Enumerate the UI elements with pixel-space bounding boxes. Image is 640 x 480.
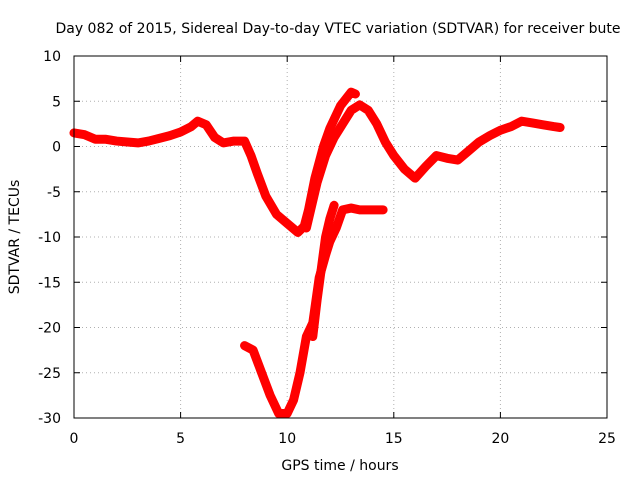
data-point bbox=[266, 391, 275, 400]
data-point bbox=[319, 158, 328, 167]
data-point bbox=[253, 357, 262, 366]
data-point bbox=[261, 380, 270, 389]
data-point bbox=[251, 351, 260, 360]
data-point bbox=[257, 368, 266, 377]
data-point bbox=[300, 344, 309, 353]
data-point bbox=[246, 151, 255, 160]
x-tick-label: 20 bbox=[491, 431, 509, 447]
data-point bbox=[255, 175, 264, 184]
x-tick-label: 10 bbox=[278, 431, 296, 447]
series-4 bbox=[308, 200, 339, 342]
data-point bbox=[293, 377, 302, 386]
series-line bbox=[308, 200, 339, 342]
data-point bbox=[330, 201, 339, 210]
data-point bbox=[259, 374, 268, 383]
y-tick-label: 10 bbox=[43, 49, 61, 65]
data-point bbox=[313, 178, 322, 187]
data-point bbox=[332, 110, 341, 119]
data-point bbox=[325, 214, 334, 223]
data-point bbox=[291, 386, 300, 395]
x-axis-label: GPS time / hours bbox=[281, 458, 398, 474]
data-point bbox=[304, 214, 313, 223]
x-tick-label: 0 bbox=[70, 431, 79, 447]
data-point bbox=[240, 137, 249, 146]
data-point bbox=[315, 171, 324, 180]
data-point bbox=[556, 123, 565, 132]
data-point bbox=[317, 264, 326, 273]
data-point bbox=[242, 141, 251, 150]
data-point bbox=[283, 409, 292, 418]
data-point bbox=[323, 147, 332, 156]
data-point bbox=[379, 205, 388, 214]
data-point bbox=[336, 211, 345, 220]
series-1 bbox=[69, 87, 360, 237]
data-point bbox=[272, 404, 281, 413]
data-point bbox=[321, 151, 330, 160]
series-layer bbox=[69, 87, 565, 418]
data-point bbox=[308, 196, 317, 205]
data-point bbox=[244, 146, 253, 155]
y-tick-label: 0 bbox=[52, 140, 61, 156]
data-point bbox=[319, 248, 328, 257]
data-point bbox=[259, 186, 268, 195]
data-point bbox=[287, 400, 296, 409]
data-point bbox=[249, 157, 258, 166]
data-point bbox=[372, 119, 381, 128]
data-point bbox=[321, 233, 330, 241]
y-tick-label: 5 bbox=[52, 94, 61, 110]
x-tick-label: 15 bbox=[385, 431, 403, 447]
y-tick-label: -30 bbox=[38, 411, 61, 427]
data-point bbox=[257, 180, 266, 189]
data-point bbox=[285, 404, 294, 413]
series-2 bbox=[301, 100, 565, 233]
data-point bbox=[255, 363, 264, 372]
data-point bbox=[289, 395, 298, 404]
data-point bbox=[310, 314, 319, 323]
data-point bbox=[332, 223, 341, 232]
data-point bbox=[327, 208, 336, 217]
tick-labels: 0 5 10 15 20 25 -30 -25 -20 -15 -10 -5 0 5 10 bbox=[38, 49, 616, 447]
y-tick-label: -10 bbox=[38, 230, 61, 246]
data-point bbox=[323, 223, 332, 232]
data-point bbox=[249, 346, 258, 355]
data-point bbox=[323, 130, 332, 139]
chart-title: Day 082 of 2015, Sidereal Day-to-day VTE… bbox=[55, 21, 620, 37]
data-point bbox=[315, 280, 324, 289]
data-point bbox=[270, 400, 279, 409]
x-tick-label: 25 bbox=[598, 431, 616, 447]
y-tick-label: -15 bbox=[38, 275, 61, 291]
data-point bbox=[334, 217, 343, 226]
y-tick-label: -20 bbox=[38, 321, 61, 337]
data-point bbox=[313, 296, 322, 305]
data-point bbox=[334, 106, 343, 115]
y-tick-label: -25 bbox=[38, 366, 61, 382]
data-point bbox=[306, 205, 315, 214]
data-point bbox=[330, 228, 339, 237]
grid bbox=[74, 56, 607, 418]
x-tick-label: 5 bbox=[176, 431, 185, 447]
data-point bbox=[298, 356, 307, 365]
data-point bbox=[264, 385, 273, 394]
data-point bbox=[251, 163, 260, 172]
data-point bbox=[374, 124, 383, 133]
data-point bbox=[327, 119, 336, 128]
plot-frame bbox=[73, 55, 608, 419]
data-point bbox=[310, 187, 319, 196]
data-point bbox=[379, 133, 388, 142]
data-point bbox=[302, 223, 311, 232]
data-point bbox=[325, 124, 334, 133]
y-tick-label: -5 bbox=[47, 185, 61, 201]
data-point bbox=[330, 115, 339, 124]
data-point bbox=[317, 165, 326, 174]
data-point bbox=[351, 90, 360, 99]
data-point bbox=[327, 137, 336, 146]
data-point bbox=[308, 332, 317, 341]
data-point bbox=[295, 368, 304, 377]
data-point bbox=[325, 142, 334, 151]
data-point bbox=[377, 128, 386, 137]
data-point bbox=[268, 395, 277, 404]
y-axis-label: SDTVAR / TECUs bbox=[7, 180, 23, 295]
data-point bbox=[253, 169, 262, 178]
